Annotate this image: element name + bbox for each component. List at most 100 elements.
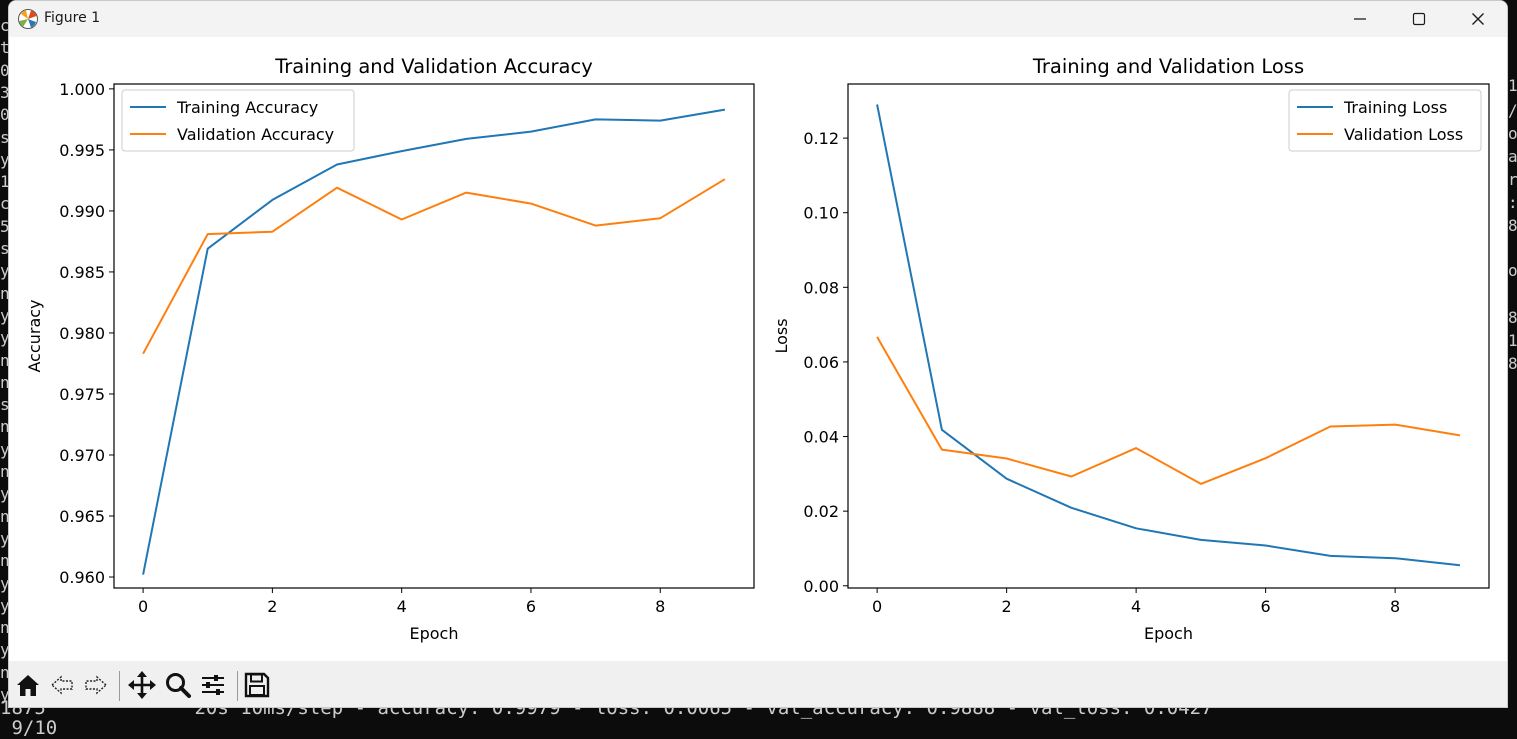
- y-tick-label: 0.02: [803, 502, 839, 521]
- plot-area-frame: [847, 83, 1490, 589]
- terminal-glyph: y: [0, 528, 10, 548]
- y-tick-label: 0.960: [59, 568, 105, 587]
- plot-area-frame: [113, 83, 755, 589]
- close-button[interactable]: [1449, 1, 1507, 37]
- configure-subplots-icon: [202, 675, 224, 695]
- terminal-glyph: a: [1508, 147, 1517, 166]
- terminal-glyph: n: [0, 350, 10, 370]
- terminal-glyph: n: [0, 283, 10, 303]
- chart-title: Training and Validation Loss: [1032, 55, 1304, 78]
- terminal-glyph: y: [0, 595, 10, 615]
- toolbar-separator: [119, 671, 120, 701]
- zoom-button[interactable]: [161, 669, 195, 701]
- terminal-glyph: y: [0, 305, 10, 325]
- pan-button[interactable]: [125, 669, 159, 701]
- minimize-icon: [1354, 18, 1366, 20]
- y-tick-label: 0.08: [803, 278, 839, 297]
- minimize-button[interactable]: [1331, 1, 1389, 37]
- terminal-glyph: 5: [0, 216, 10, 236]
- terminal-glyph: n: [0, 462, 10, 481]
- y-tick-label: 1.000: [59, 80, 105, 99]
- terminal-glyph: s: [0, 395, 10, 415]
- terminal-output-line-next: 9/10: [0, 717, 58, 739]
- x-tick-label: 0: [138, 597, 148, 616]
- legend-box: [1288, 89, 1482, 152]
- terminal-glyph: 0: [0, 60, 10, 80]
- x-axis-label: Epoch: [410, 624, 459, 643]
- terminal-glyph: n: [0, 662, 10, 682]
- y-tick-label: 0.990: [59, 202, 105, 221]
- series-line-training: [142, 108, 726, 575]
- terminal-glyph: 1: [1508, 76, 1517, 95]
- terminal-glyph: n: [0, 618, 10, 638]
- accuracy-chart: 0 2 4 6 8 0.960 0.965 0.970 0.975 0.980 0.985 0.990…: [25, 55, 755, 643]
- y-tick-label: 0.12: [803, 129, 839, 148]
- save-icon: [244, 672, 270, 698]
- configure-subplots-button[interactable]: [196, 669, 230, 701]
- terminal-glyph: n: [0, 551, 10, 571]
- legend-box: [121, 89, 355, 152]
- terminal-glyph: /: [1508, 101, 1517, 120]
- terminal-glyph: n: [0, 506, 10, 526]
- terminal-glyph: y: [0, 149, 10, 169]
- legend-label: Training Loss: [1343, 98, 1447, 117]
- navigation-toolbar: [9, 661, 1507, 707]
- terminal-glyph: 8: [1508, 308, 1517, 327]
- terminal-glyph: 8: [1508, 354, 1517, 373]
- y-tick-label: 0.10: [803, 204, 839, 223]
- back-icon: [50, 675, 73, 695]
- terminal-glyph: y: [0, 261, 10, 281]
- save-button[interactable]: [240, 669, 274, 701]
- terminal-glyph: y: [0, 484, 10, 504]
- y-tick-label: 0.970: [59, 446, 105, 465]
- terminal-glyph: r: [1508, 170, 1517, 189]
- maximize-button[interactable]: [1390, 1, 1448, 37]
- back-button[interactable]: [45, 669, 79, 701]
- terminal-glyph: 8: [1508, 216, 1517, 235]
- pan-icon: [128, 671, 156, 699]
- terminal-glyph: y: [0, 640, 10, 660]
- legend-label: Training Accuracy: [176, 98, 318, 117]
- x-tick-label: 8: [1390, 597, 1400, 616]
- terminal-glyph: 0: [0, 105, 10, 125]
- loss-chart: 0 2 4 6 8 0.00 0.02 0.04 0.06 0.08 0.10 0.12 Trainin…: [772, 55, 1490, 643]
- close-icon: [1472, 13, 1484, 25]
- terminal-glyph: c: [0, 194, 10, 214]
- y-axis-label: Accuracy: [25, 299, 44, 372]
- terminal-glyph: :: [1508, 193, 1517, 212]
- series-line-validation: [142, 178, 726, 355]
- y-tick-label: 0.04: [803, 428, 839, 447]
- y-tick-label: 0.06: [803, 353, 839, 372]
- x-tick-label: 4: [397, 597, 407, 616]
- terminal-glyph: y: [0, 573, 10, 593]
- x-tick-label: 2: [267, 597, 277, 616]
- terminal-glyph: s: [0, 239, 10, 258]
- window-title: Figure 1: [44, 10, 101, 26]
- y-tick-label: 0.975: [59, 385, 105, 404]
- terminal-glyph: s: [0, 127, 10, 147]
- terminal-glyph: o: [1508, 124, 1517, 143]
- terminal-glyph: n: [0, 417, 10, 437]
- y-tick-label: 0.965: [59, 507, 105, 526]
- x-tick-label: 8: [655, 597, 665, 616]
- terminal-glyph: n: [0, 372, 10, 392]
- terminal-glyph: y: [0, 685, 10, 704]
- title-bar[interactable]: Figure 1: [9, 1, 1507, 37]
- matplotlib-app-icon: [18, 9, 38, 29]
- chart-title: Training and Validation Accuracy: [274, 55, 593, 78]
- y-tick-label: 0.995: [59, 141, 105, 160]
- home-button[interactable]: [11, 669, 45, 701]
- forward-button[interactable]: [79, 669, 113, 701]
- maximize-icon: [1412, 12, 1426, 26]
- figure-canvas[interactable]: 0 2 4 6 8 0.960 0.965 0.970 0.975 0.980 0.985 0.990…: [9, 37, 1508, 661]
- terminal-glyph: 1: [1508, 331, 1517, 350]
- terminal-glyph: y: [0, 328, 10, 348]
- legend-label: Validation Accuracy: [177, 125, 334, 144]
- terminal-glyph: 1: [0, 172, 10, 192]
- toolbar-separator: [237, 671, 238, 701]
- terminal-glyph: o: [1508, 261, 1517, 280]
- y-tick-label: 0.985: [59, 263, 105, 282]
- terminal-glyph: 3: [0, 82, 10, 102]
- x-axis-label: Epoch: [1144, 624, 1193, 643]
- y-tick-label: 0.980: [59, 324, 105, 343]
